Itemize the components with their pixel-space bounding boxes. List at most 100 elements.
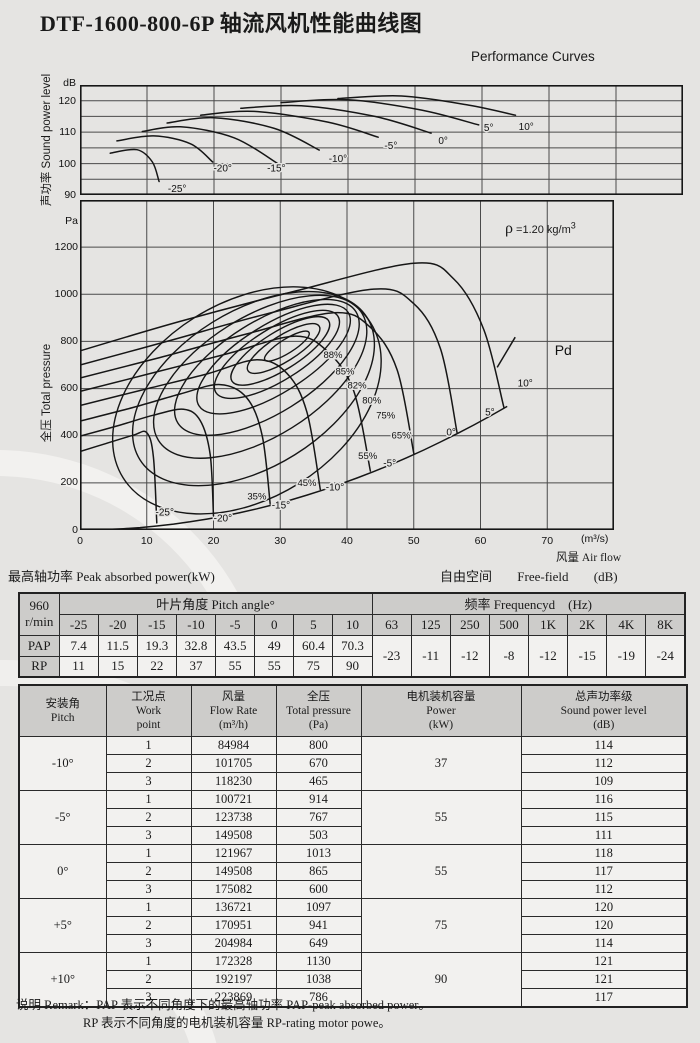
pitch-angle-value: 10: [332, 613, 373, 636]
pressure-y-tick: 1000: [54, 287, 78, 300]
frequency-value: 2K: [567, 613, 608, 636]
pitch-angle-value: -10: [175, 613, 217, 636]
sound-level-cell: 115: [520, 808, 688, 827]
frequency-correction-value: -8: [488, 634, 530, 678]
table-row: -5° 1 100721 914 55 116: [18, 790, 688, 845]
page-title: DTF-1600-800-6P 轴流风机性能曲线图: [40, 11, 423, 36]
sound-y-tick: 100: [58, 157, 76, 170]
pressure-curve--5°: [80, 335, 372, 472]
pap-value: 7.4: [58, 634, 99, 657]
total-pressure-cell: 767: [275, 808, 362, 827]
frequency-correction-value: -11: [410, 634, 451, 678]
pitch-angle-value: 0: [254, 613, 295, 636]
pap-value: 60.4: [293, 634, 334, 657]
flow-rate-cell: 149508: [190, 826, 277, 845]
total-pressure-cell: 670: [275, 754, 362, 773]
power-cell: 55: [360, 844, 522, 899]
work-point-cell: 1: [105, 844, 192, 863]
pap-value: 32.8: [175, 634, 217, 657]
pressure-curve-label: -20°: [214, 513, 232, 524]
flow-rate-cell: 172328: [190, 952, 277, 971]
rp-value: 90: [332, 655, 373, 678]
pap-value: 70.3: [332, 634, 373, 657]
sound-y-tick: 110: [59, 126, 76, 139]
pap-value: 43.5: [214, 634, 256, 657]
pd-label: Pd: [555, 342, 572, 358]
peak-power-note: 最高轴功率 Peak absorbed power(kW): [8, 569, 215, 584]
x-axis-unit: (m³/s): [581, 533, 609, 545]
pap-value: 49: [254, 634, 295, 657]
pressure-x-tick: 50: [407, 535, 420, 547]
pressure-y-tick: 200: [60, 476, 78, 489]
efficiency-contour-75%: [196, 303, 352, 415]
work-point-cell: 2: [105, 916, 192, 935]
pressure-curve-label: -5°: [383, 459, 396, 470]
rp-value: 55: [214, 655, 256, 678]
sound-curve--5°: [199, 110, 379, 138]
total-pressure-cell: 1130: [275, 952, 362, 971]
sound-level-cell: 121: [520, 970, 688, 989]
frequency-correction-value: -12: [449, 634, 490, 678]
x-axis-label: 风量 Air flow: [556, 552, 622, 564]
power-cell: 90: [360, 952, 522, 1008]
sound-level-cell: 118: [520, 844, 688, 863]
sound-level-cell: 121: [520, 952, 688, 971]
sound-level-cell: 117: [520, 862, 688, 881]
frequency-correction-value: -23: [371, 634, 412, 678]
sound-curve-label: -5°: [384, 141, 397, 152]
sound-curve-label: -20°: [213, 164, 231, 175]
rp-value: 55: [254, 655, 295, 678]
work-point-cell: 1: [105, 790, 192, 809]
pressure-y-tick: 400: [60, 429, 78, 442]
table-row: 2 170951 941 120: [19, 916, 688, 935]
work-point-cell: 1: [105, 736, 192, 755]
col-header-pitch: 安装角 Pitch: [18, 684, 107, 737]
rp-value: 15: [97, 655, 138, 678]
pitch-cell: +10°: [18, 952, 107, 1008]
frequency-value: 125: [410, 613, 451, 636]
total-pressure-cell: 1013: [275, 844, 362, 863]
page-subtitle: Performance Curves: [471, 49, 595, 64]
efficiency-label: 45%: [297, 478, 317, 489]
pressure-curve-label: -10°: [326, 483, 344, 494]
remark-line-1: 说明 Remark：PAP 表示不同角度下的最高轴功率 PAP-peak abs…: [16, 998, 431, 1012]
sound-curve-label: 0°: [438, 136, 448, 147]
sound-curve-label: 5°: [484, 123, 494, 134]
pitch-cell: -5°: [18, 790, 107, 845]
sound-curve-label: -15°: [267, 163, 285, 174]
frequency-correction-value: -19: [606, 634, 647, 678]
total-pressure-cell: 1097: [275, 898, 362, 917]
performance-table: 安装角 Pitch 工况点 Work point 风量 Flow Rate (m…: [18, 684, 688, 1008]
pressure-curve-10°: [80, 262, 505, 409]
sound-curve-0°: [240, 104, 432, 134]
pitch-angle-value: -25: [58, 613, 99, 636]
free-field-note: 自由空间 Free-field (dB): [440, 566, 640, 585]
pap-value: 19.3: [136, 634, 177, 657]
frequency-header: 频率 Frequencyd (Hz): [371, 592, 686, 615]
pressure-x-tick: 10: [140, 535, 153, 547]
sound-level-cell: 114: [520, 736, 688, 755]
total-pressure-cell: 865: [275, 862, 362, 881]
rp-row-label: RP: [18, 655, 60, 678]
table-row: 2 101705 670 112: [19, 754, 688, 773]
efficiency-label: 75%: [376, 410, 396, 421]
sound-level-cell: 120: [520, 898, 688, 917]
col-header-sound-power-level: 总声功率级 Sound power level (dB): [520, 684, 688, 737]
rho-symbol: ρ: [505, 220, 513, 237]
sound-level-cell: 120: [520, 916, 688, 935]
remark-line-2: RP 表示不同角度的电机装机容量 RP-rating motor powe。: [83, 1016, 391, 1031]
rp-value: 75: [293, 655, 334, 678]
pressure-x-tick: 40: [341, 535, 353, 547]
table-row: 3 149508 503 111: [19, 826, 688, 845]
rp-value: 11: [58, 655, 99, 678]
pressure-curve--10°: [80, 359, 322, 491]
air-density-note: ρ =1.20 kg/m3: [505, 220, 576, 238]
col-header-flow-rate: 风量 Flow Rate (m³/h): [190, 684, 277, 737]
rho-value: =1.20 kg/m: [516, 224, 571, 236]
work-point-cell: 3: [105, 772, 192, 791]
pitch-angle-value: -20: [97, 613, 138, 636]
pressure-curve--15°: [80, 383, 271, 505]
work-point-cell: 3: [105, 880, 192, 899]
pressure-curve-0°: [80, 311, 415, 455]
sound-level-cell: 112: [520, 754, 688, 773]
